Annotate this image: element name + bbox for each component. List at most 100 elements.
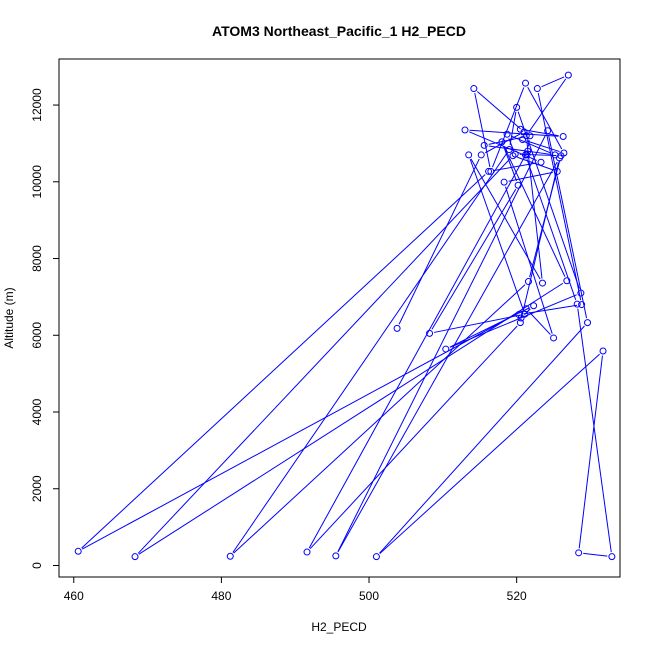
series-segment: [520, 162, 559, 319]
x-tick-label: 520: [507, 589, 527, 603]
data-point: [523, 151, 531, 159]
series-segment: [537, 92, 582, 301]
data-point: [470, 85, 478, 93]
data-point: [503, 130, 511, 138]
x-tick-label: 500: [359, 589, 379, 603]
series-segment: [583, 552, 608, 557]
data-point: [372, 553, 380, 561]
data-point: [564, 71, 572, 79]
data-point: [442, 345, 450, 353]
data-point: [487, 167, 495, 175]
y-tick-label: 6000: [30, 322, 44, 349]
data-point: [303, 548, 311, 556]
data-point: [584, 319, 592, 327]
data-point: [544, 127, 552, 135]
data-point: [498, 138, 506, 146]
series-segment: [578, 355, 603, 549]
data-point: [332, 552, 340, 560]
data-point: [517, 314, 525, 322]
y-tick-label: 4000: [30, 398, 44, 425]
y-tick-label: 0: [30, 562, 44, 569]
data-point: [550, 334, 558, 342]
data-point: [559, 133, 567, 141]
data-point: [226, 552, 234, 560]
series-segment: [526, 140, 560, 153]
series-segment: [476, 91, 521, 130]
x-tick-label: 460: [64, 589, 84, 603]
x-tick-label: 480: [211, 589, 231, 603]
series-segment: [523, 304, 578, 315]
series-segment: [233, 284, 526, 554]
series-segment: [337, 134, 547, 553]
series-segment: [517, 111, 580, 289]
series-segment: [529, 311, 551, 335]
series-segment: [541, 76, 565, 88]
data-point: [514, 181, 522, 189]
data-point: [513, 103, 521, 111]
data-point: [608, 553, 616, 561]
x-axis-label: H2_PECD: [311, 620, 367, 634]
x-axis: 460 480 500 520: [64, 576, 527, 603]
data-point: [465, 151, 473, 159]
data-point: [511, 150, 519, 158]
series-segment: [309, 325, 518, 550]
data-point: [575, 549, 583, 557]
data-point: [426, 329, 434, 337]
data-point: [393, 324, 401, 332]
series-segment: [449, 294, 577, 348]
series-segment: [337, 161, 558, 553]
series-segment: [488, 136, 526, 145]
data-point: [515, 311, 523, 319]
series-segment: [379, 325, 585, 554]
y-tick-label: 2000: [30, 475, 44, 502]
series-segment: [469, 159, 524, 310]
series-segment: [492, 87, 525, 168]
data-point: [516, 319, 524, 327]
series-segment: [488, 145, 551, 155]
y-tick-label: 10000: [30, 165, 44, 199]
y-axis-label: Altitude (m): [2, 287, 16, 348]
series-segment: [519, 153, 557, 157]
series-segment: [232, 153, 508, 553]
series-segment: [138, 282, 564, 555]
data-point: [563, 277, 571, 285]
series-segment: [526, 159, 577, 301]
series-layer: [74, 71, 616, 561]
chart-title: ATOM3 Northeast_Pacific_1 H2_PECD: [212, 23, 466, 39]
data-point: [577, 289, 585, 297]
y-axis: 0 2000 4000 6000 8000 10000 12000: [30, 88, 60, 569]
data-point: [477, 151, 485, 159]
data-point: [599, 347, 607, 355]
series-segment: [137, 158, 511, 554]
series-segment: [548, 135, 588, 319]
series-segment: [511, 135, 552, 154]
series-segment: [577, 308, 612, 553]
data-point: [524, 147, 532, 155]
data-point: [578, 301, 586, 309]
series-segment: [379, 353, 600, 554]
data-point: [519, 136, 527, 144]
y-tick-label: 12000: [30, 88, 44, 122]
series-segment: [526, 140, 543, 279]
data-point: [573, 300, 581, 308]
data-point: [461, 126, 469, 134]
data-point: [530, 302, 538, 310]
y-tick-label: 8000: [30, 245, 44, 272]
data-point: [500, 178, 508, 186]
series-segment: [527, 86, 563, 150]
series-segment: [524, 129, 559, 137]
data-point: [522, 79, 530, 87]
series-segment: [81, 174, 486, 549]
data-point: [537, 158, 545, 166]
data-point: [555, 154, 563, 162]
series-segment: [470, 158, 541, 280]
data-point: [131, 553, 139, 561]
data-point: [505, 146, 513, 154]
series-segment: [308, 154, 526, 549]
data-point: [533, 85, 541, 93]
series-segment: [474, 92, 491, 168]
series-segment: [469, 129, 559, 137]
data-point: [74, 547, 82, 555]
data-point: [522, 132, 530, 140]
